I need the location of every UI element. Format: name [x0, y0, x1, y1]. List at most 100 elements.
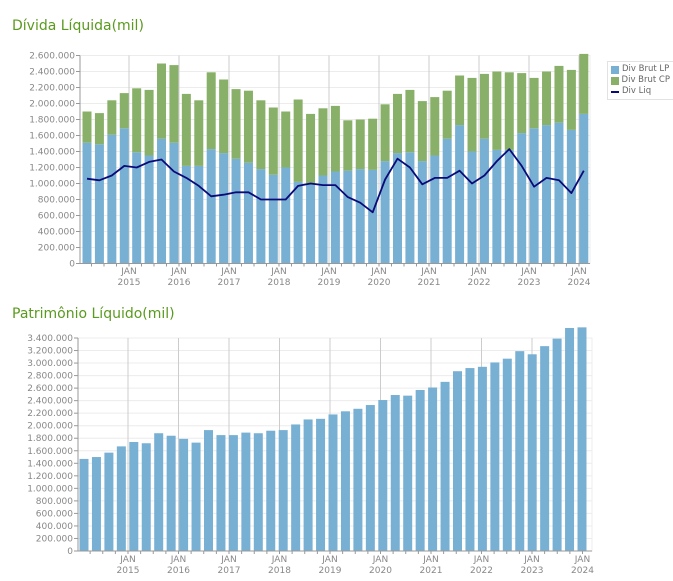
- bar-div-brut-cp: [542, 71, 552, 126]
- bar-patrimonio-liquido: [365, 405, 375, 551]
- bar-patrimonio-liquido: [91, 457, 101, 551]
- y-tick-label: 3.200.000: [27, 347, 73, 357]
- x-tick-label-year: 2024: [571, 566, 594, 576]
- bar-div-brut-lp: [504, 149, 514, 264]
- bar-patrimonio-liquido: [453, 371, 462, 551]
- bar-div-brut-lp: [579, 113, 589, 264]
- bar-patrimonio-liquido: [565, 327, 575, 551]
- bar-div-brut-lp: [380, 161, 390, 264]
- bar-patrimonio-liquido: [428, 387, 438, 551]
- bar-div-brut-lp: [281, 167, 291, 264]
- bar-div-brut-cp: [355, 119, 365, 170]
- x-tick-label-month: JAN: [120, 267, 136, 277]
- legend-item-liq[interactable]: Div Liq: [611, 86, 670, 97]
- y-tick-label: 2.000.000: [27, 422, 73, 432]
- bar-div-brut-lp: [405, 152, 415, 264]
- chart-title-patrimonio-liquido: Patrimônio Líquido(mil): [12, 306, 175, 322]
- bar-div-brut-cp: [119, 93, 129, 129]
- chart-title-divida-liquida: Dívida Líquida(mil): [12, 18, 144, 34]
- bar-patrimonio-liquido: [278, 430, 288, 551]
- x-tick-label-year: 2020: [369, 566, 392, 576]
- bar-div-brut-lp: [355, 169, 365, 264]
- x-tick-label-month: JAN: [271, 555, 287, 565]
- bar-patrimonio-liquido: [390, 395, 400, 551]
- chart-patrimonio-liquido: 0 200.000 400.000 600.000 800.000 1.000.000 1.…: [27, 327, 594, 576]
- bar-patrimonio-liquido: [204, 430, 213, 551]
- bar-div-brut-cp: [380, 104, 390, 162]
- x-tick-label-month: JAN: [321, 555, 337, 565]
- bar-patrimonio-liquido: [328, 414, 338, 551]
- x-tick-label-year: 2019: [318, 278, 341, 288]
- x-tick-label-year: 2022: [468, 278, 491, 288]
- bar-div-brut-lp: [479, 138, 489, 264]
- x-tick-label-month: JAN: [320, 267, 336, 277]
- legend-swatch-liq: [611, 90, 619, 93]
- bar-div-brut-lp: [368, 169, 378, 264]
- bar-div-brut-lp: [194, 165, 204, 264]
- bar-div-brut-lp: [82, 142, 92, 264]
- bar-div-brut-lp: [492, 149, 502, 264]
- bar-patrimonio-liquido: [403, 395, 413, 551]
- y-tick-label: 1.800.000: [27, 434, 73, 444]
- bar-div-brut-cp: [566, 69, 576, 130]
- bar-div-brut-lp: [243, 162, 253, 264]
- bar-patrimonio-liquido: [228, 435, 238, 551]
- x-tick-label-year: 2017: [218, 566, 241, 576]
- x-tick-label-month: JAN: [422, 555, 438, 565]
- bar-div-brut-cp: [194, 100, 204, 166]
- bar-div-brut-cp: [330, 105, 340, 172]
- bar-patrimonio-liquido: [490, 362, 500, 551]
- x-tick-label-year: 2023: [518, 278, 541, 288]
- bar-patrimonio-liquido: [116, 446, 126, 551]
- legend-label-lp: Div Brut LP: [622, 64, 670, 74]
- line-div-liq: [86, 148, 585, 214]
- bar-patrimonio-liquido: [154, 433, 164, 551]
- bar-patrimonio-liquido: [216, 435, 226, 551]
- bar-patrimonio-liquido: [166, 435, 176, 551]
- x-tick-label-month: JAN: [170, 555, 186, 565]
- legend-label-cp: Div Brut CP: [621, 75, 670, 85]
- chart-divida-liquida: 0 200.000 400.000 600.000 800.000 1.000.000 1.…: [29, 52, 591, 289]
- bar-div-brut-cp: [318, 108, 328, 176]
- x-tick-label-year: 2018: [268, 278, 291, 288]
- y-tick-label: 1.200.000: [29, 164, 75, 174]
- y-tick-label: 1.000.000: [29, 180, 75, 190]
- bar-div-brut-cp: [393, 93, 402, 154]
- legend-item-cp[interactable]: Div Brut CP: [611, 75, 670, 86]
- x-tick-label-year: 2019: [319, 566, 342, 576]
- bar-div-brut-cp: [169, 65, 179, 143]
- bar-div-brut-lp: [417, 161, 427, 264]
- legend-item-lp[interactable]: Div Brut LP: [611, 64, 670, 75]
- bar-div-brut-cp: [157, 63, 167, 139]
- bar-patrimonio-liquido: [502, 358, 512, 551]
- bar-div-brut-lp: [343, 170, 353, 264]
- bar-div-brut-lp: [330, 171, 340, 264]
- bar-div-brut-cp: [144, 89, 154, 156]
- bar-div-brut-lp: [119, 128, 129, 264]
- x-tick-label-year: 2021: [418, 278, 441, 288]
- bar-div-brut-cp: [405, 89, 415, 153]
- bar-div-brut-cp: [243, 90, 253, 163]
- bar-patrimonio-liquido: [378, 400, 388, 551]
- bar-div-brut-lp: [268, 174, 278, 264]
- x-tick-label-month: JAN: [220, 267, 236, 277]
- y-tick-label: 2.400.000: [29, 68, 75, 78]
- bar-div-brut-lp: [306, 183, 316, 264]
- y-tick-label: 2.000.000: [29, 100, 75, 110]
- y-tick-label: 200.000: [38, 244, 75, 254]
- bar-patrimonio-liquido: [129, 441, 139, 551]
- legend-swatch-lp: [611, 65, 619, 74]
- y-tick-label: 200.000: [36, 534, 73, 544]
- y-tick-label: 1.400.000: [29, 148, 75, 158]
- y-tick-label: 2.200.000: [29, 84, 75, 94]
- x-tick-label-year: 2016: [167, 566, 190, 576]
- bar-div-brut-cp: [479, 73, 489, 139]
- bar-div-brut-cp: [554, 65, 564, 123]
- bar-patrimonio-liquido: [191, 442, 201, 551]
- bar-patrimonio-liquido: [515, 351, 525, 551]
- bar-div-brut-lp: [566, 129, 576, 264]
- bar-patrimonio-liquido: [266, 430, 276, 551]
- x-tick-label-year: 2015: [117, 566, 140, 576]
- bar-div-brut-lp: [517, 133, 527, 264]
